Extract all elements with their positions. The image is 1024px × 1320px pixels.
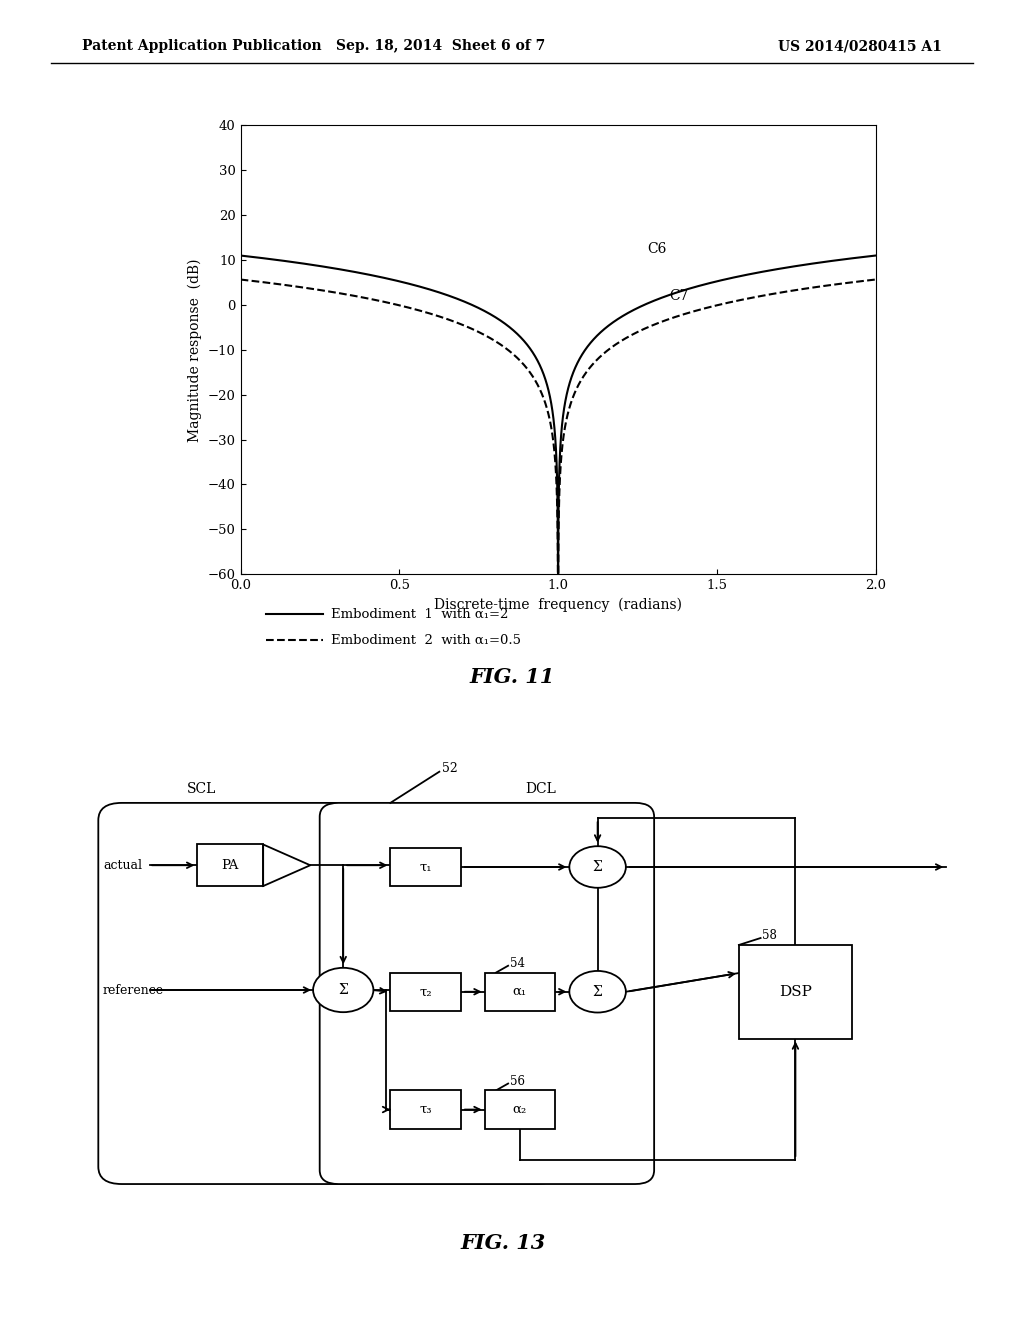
Bar [484,1090,555,1129]
Bar [390,847,461,886]
Text: 52: 52 [442,762,458,775]
Text: actual: actual [103,859,142,871]
Circle shape [569,846,626,888]
Bar [484,973,555,1011]
X-axis label: Discrete-time  frequency  (radians): Discrete-time frequency (radians) [434,598,682,612]
Text: τ₂: τ₂ [420,985,432,998]
Text: C6: C6 [647,243,667,256]
Text: Σ: Σ [593,861,602,874]
Bar [198,845,263,886]
Text: DCL: DCL [525,781,556,796]
Circle shape [569,972,626,1012]
Text: α₂: α₂ [513,1104,527,1115]
Text: US 2014/0280415 A1: US 2014/0280415 A1 [778,40,942,53]
Text: α₁: α₁ [513,985,527,998]
Text: 54: 54 [510,957,525,970]
Text: Σ: Σ [593,985,602,999]
Bar [390,973,461,1011]
Text: 58: 58 [763,929,777,942]
FancyBboxPatch shape [98,803,560,1184]
Text: FIG. 11: FIG. 11 [469,667,555,688]
Text: Embodiment  1  with α₁=2: Embodiment 1 with α₁=2 [331,607,508,620]
Text: Patent Application Publication: Patent Application Publication [82,40,322,53]
Text: 56: 56 [510,1074,525,1088]
Bar [390,1090,461,1129]
Y-axis label: Magnitude response  (dB): Magnitude response (dB) [187,257,202,442]
Circle shape [313,968,374,1012]
Text: reference: reference [103,983,164,997]
Text: Sep. 18, 2014  Sheet 6 of 7: Sep. 18, 2014 Sheet 6 of 7 [336,40,545,53]
FancyBboxPatch shape [319,803,654,1184]
Text: τ₁: τ₁ [420,861,432,874]
Text: τ₃: τ₃ [420,1104,432,1115]
Text: DSP: DSP [779,985,812,999]
Text: FIG. 13: FIG. 13 [461,1233,546,1253]
Bar [739,945,852,1039]
Text: PA: PA [221,859,239,871]
Text: SCL: SCL [187,781,217,796]
Text: Embodiment  2  with α₁=0.5: Embodiment 2 with α₁=0.5 [331,634,521,647]
Text: Σ: Σ [338,983,348,997]
Text: C7: C7 [670,289,689,304]
